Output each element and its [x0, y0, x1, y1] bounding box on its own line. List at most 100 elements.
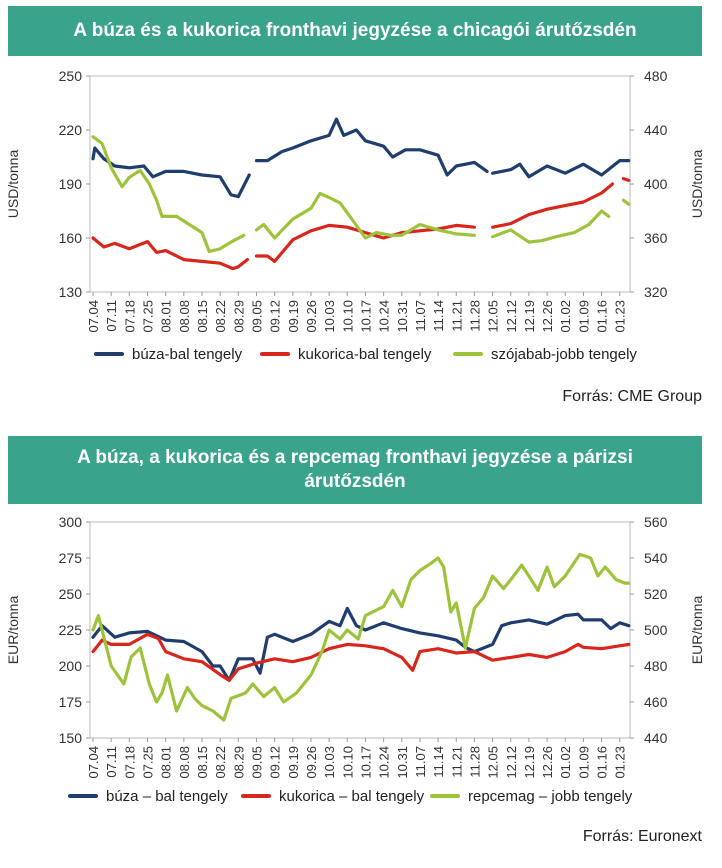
- chart1-legend-label-2: kukorica-bal tengely: [298, 346, 432, 363]
- chart2-xtick-label: 11.07: [413, 746, 428, 778]
- chart2-xtick-label: 01.16: [595, 746, 610, 779]
- chart2-legend-label-2: kukorica – bal tengely: [279, 788, 425, 805]
- chart2-xtick-label: 08.29: [231, 746, 246, 779]
- chart2-y2tick-label: 500: [644, 622, 668, 638]
- chart1-xtick-label: 09.19: [286, 300, 301, 333]
- chart2-xtick-label: 09.19: [286, 746, 301, 779]
- chart1-xtick-label: 01.23: [613, 300, 628, 333]
- chart1-ytick-label: 220: [59, 122, 83, 138]
- chart1-y2tick-label: 480: [644, 68, 668, 84]
- chart1-xtick-label: 09.26: [304, 300, 319, 333]
- chart1-ytick-label: 160: [59, 230, 83, 246]
- chart2-svg: 150 175 200 225 250 275 300 440 460 480 500 520 540 5…: [5, 514, 705, 805]
- chart1-xtick-label: 10.17: [358, 300, 373, 333]
- chart1-y2tick-label: 320: [644, 284, 668, 300]
- chart1-y2label: USD/tonna: [689, 150, 705, 219]
- chart1-ytick-label: 250: [59, 68, 83, 84]
- chart1-xtick-label: 10.31: [395, 300, 410, 333]
- chart2-ytick-label: 275: [59, 550, 83, 566]
- chart1-xtick-label: 07.25: [140, 300, 155, 333]
- chart2-y2label: EUR/tonna: [689, 596, 705, 665]
- chart1-xtick-label: 01.02: [558, 300, 573, 333]
- chart2-ytick-label: 150: [59, 730, 83, 746]
- chart2-xtick-label: 12.12: [504, 746, 519, 779]
- chart2-y2tick-label: 480: [644, 658, 668, 674]
- chart1-xtick-label: 09.05: [249, 300, 264, 333]
- chart2-xtick-label: 10.24: [377, 746, 392, 779]
- chart1-ytick-label: 190: [59, 176, 83, 192]
- chart1-xtick-label: 07.04: [86, 300, 101, 333]
- chart2-series-line-1: [91, 606, 631, 682]
- chart1-xtick-label: 08.22: [213, 300, 228, 333]
- chart1-y2tick-label: 400: [644, 176, 668, 192]
- chart2-ytick-label: 250: [59, 586, 83, 602]
- chart1-xtick-label: 07.18: [122, 300, 137, 333]
- chart1-y2tick-label: 440: [644, 122, 668, 138]
- chart1-legend-label-3: szójabab-jobb tengely: [491, 346, 637, 363]
- chart1: 130 160 190 220 250 320 360 400 440 480 USD/tonna U…: [0, 60, 722, 389]
- chart2-xtick-label: 09.05: [249, 746, 264, 779]
- chart2-xtick-label: 01.09: [576, 746, 591, 779]
- chart2-xtick-label: 08.01: [159, 746, 174, 779]
- chart2-xtick-label: 09.26: [304, 746, 319, 779]
- chart1-title: A búza és a kukorica fronthavi jegyzése …: [8, 6, 702, 56]
- chart2-ytick-label: 225: [59, 622, 83, 638]
- chart2-xtick-label: 08.22: [213, 746, 228, 779]
- chart2-xtick-label: 07.11: [104, 746, 119, 778]
- chart1-xtick-label: 08.15: [195, 300, 210, 333]
- chart2: 150 175 200 225 250 275 300 440 460 480 500 520 540 5…: [0, 506, 722, 831]
- chart1-xtick-label: 11.07: [413, 300, 428, 332]
- chart2-y2tick-label: 520: [644, 586, 668, 602]
- chart2-source: Forrás: Euronext: [582, 828, 702, 845]
- chart2-legend-label-1: búza – bal tengely: [106, 788, 228, 805]
- chart1-svg: 130 160 190 220 250 320 360 400 440 480 USD/tonna U…: [5, 68, 705, 363]
- chart1-xtick-label: 12.05: [486, 300, 501, 333]
- chart2-title: A búza, a kukorica és a repcemag frontha…: [8, 436, 702, 504]
- chart2-xtick-label: 08.15: [195, 746, 210, 779]
- chart1-xtick-label: 11.14: [431, 300, 446, 332]
- chart1-ytick-label: 130: [59, 284, 83, 300]
- chart1-xtick-label: 01.09: [576, 300, 591, 333]
- chart2-xtick-label: 10.17: [358, 746, 373, 779]
- chart2-xtick-label: 12.19: [522, 746, 537, 779]
- chart1-xtick-label: 08.01: [159, 300, 174, 333]
- chart1-plot-frame: [89, 75, 631, 293]
- chart1-xtick-label: 11.21: [449, 300, 464, 332]
- chart1-series-line-1: [91, 117, 631, 199]
- chart2-series-line-2: [91, 632, 631, 682]
- chart2-title-text: A búza, a kukorica és a repcemag frontha…: [77, 447, 633, 492]
- chart2-xtick-label: 11.14: [431, 746, 446, 778]
- chart1-series-line-3: [91, 135, 631, 254]
- chart2-xtick-label: 10.03: [322, 746, 337, 779]
- chart2-xtick-label: 09.12: [268, 746, 283, 779]
- chart1-ylabel: USD/tonna: [5, 150, 21, 219]
- chart2-ytick-label: 175: [59, 694, 83, 710]
- chart2-xtick-label: 11.28: [467, 746, 482, 778]
- chart1-series-line-2: [91, 177, 631, 271]
- chart1-source: Forrás: CME Group: [562, 388, 702, 405]
- chart2-xtick-label: 12.26: [540, 746, 555, 779]
- chart1-xtick-label: 07.11: [104, 300, 119, 332]
- chart1-xtick-label: 12.26: [540, 300, 555, 333]
- chart2-xtick-label: 10.10: [340, 746, 355, 779]
- chart1-xtick-label: 10.24: [377, 300, 392, 333]
- chart2-legend-label-3: repcemag – jobb tengely: [468, 788, 633, 805]
- chart2-xtick-label: 01.02: [558, 746, 573, 779]
- chart2-xtick-label: 01.23: [613, 746, 628, 779]
- chart1-xtick-label: 12.12: [504, 300, 519, 333]
- chart2-xtick-label: 07.04: [86, 746, 101, 779]
- chart2-y2tick-label: 460: [644, 694, 668, 710]
- chart1-xtick-label: 08.29: [231, 300, 246, 333]
- chart2-y2tick-label: 540: [644, 550, 668, 566]
- chart2-y2tick-label: 560: [644, 514, 668, 530]
- chart2-xtick-label: 07.18: [122, 746, 137, 779]
- chart1-xtick-label: 08.08: [177, 300, 192, 333]
- chart1-xtick-label: 10.03: [322, 300, 337, 333]
- chart1-xtick-label: 10.10: [340, 300, 355, 333]
- chart2-series-line-3: [91, 552, 631, 722]
- chart2-xtick-label: 12.05: [486, 746, 501, 779]
- chart1-xtick-label: 09.12: [268, 300, 283, 333]
- chart1-y2tick-label: 360: [644, 230, 668, 246]
- chart2-xtick-label: 07.25: [140, 746, 155, 779]
- chart1-xtick-label: 11.28: [467, 300, 482, 332]
